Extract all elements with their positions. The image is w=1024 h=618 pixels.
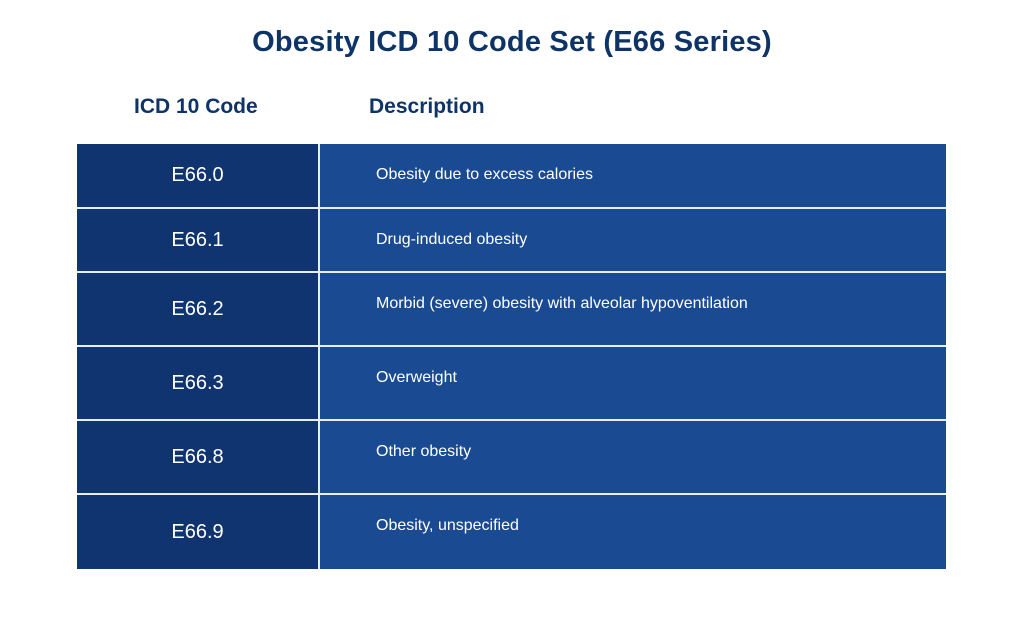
description-cell: Overweight	[320, 347, 946, 419]
code-cell: E66.3	[77, 347, 320, 419]
table-row: E66.0 Obesity due to excess calories	[77, 144, 946, 209]
column-header-code: ICD 10 Code	[134, 95, 258, 118]
table-row: E66.1 Drug-induced obesity	[77, 209, 946, 273]
code-cell: E66.0	[77, 144, 320, 207]
description-cell: Obesity due to excess calories	[320, 144, 946, 207]
code-cell: E66.2	[77, 273, 320, 345]
table-row: E66.3 Overweight	[77, 347, 946, 421]
code-cell: E66.8	[77, 421, 320, 493]
column-header-description: Description	[369, 95, 485, 118]
icd-code-table: E66.0 Obesity due to excess calories E66…	[77, 144, 946, 569]
page-title: Obesity ICD 10 Code Set (E66 Series)	[252, 26, 772, 58]
description-cell: Obesity, unspecified	[320, 495, 946, 569]
code-cell: E66.1	[77, 209, 320, 271]
description-cell: Morbid (severe) obesity with alveolar hy…	[320, 273, 946, 345]
table-row: E66.8 Other obesity	[77, 421, 946, 495]
table-row: E66.9 Obesity, unspecified	[77, 495, 946, 569]
description-cell: Other obesity	[320, 421, 946, 493]
description-cell: Drug-induced obesity	[320, 209, 946, 271]
table-row: E66.2 Morbid (severe) obesity with alveo…	[77, 273, 946, 347]
code-cell: E66.9	[77, 495, 320, 569]
